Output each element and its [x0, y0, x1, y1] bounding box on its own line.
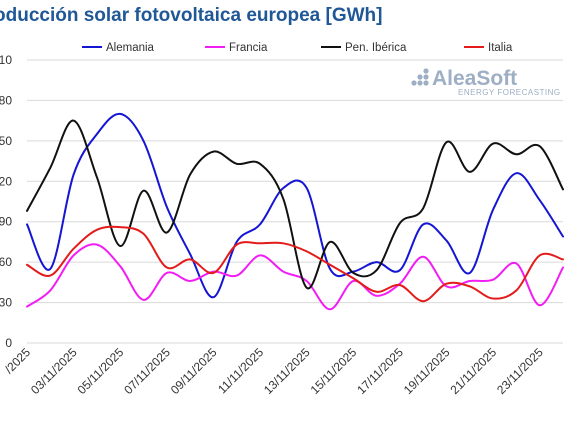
series-lines	[26, 112, 564, 311]
chart-title: oducción solar fotovoltaica europea [GWh…	[0, 5, 382, 26]
y-tick-label: 0	[5, 336, 12, 350]
y-tick-label: 210	[0, 53, 12, 67]
logo-text: AleaSoft	[432, 67, 517, 90]
y-axis-ticks: 0 30 60 90 120 150 180 210	[0, 53, 12, 350]
series-line-francia	[26, 243, 564, 311]
x-tick-label: 07/11/2025	[121, 345, 173, 397]
x-tick-label: 23/11/2025	[494, 345, 546, 397]
logo-subtext: ENERGY FORECASTING	[458, 88, 561, 97]
aleasoft-logo-icon	[411, 68, 429, 86]
y-tick-label: 30	[0, 296, 12, 310]
y-tick-label: 180	[0, 93, 12, 107]
y-tick-label: 60	[0, 255, 12, 269]
x-tick-label: 21/11/2025	[447, 345, 499, 397]
legend-label-alemania: Alemania	[106, 42, 155, 54]
x-tick-label: 05/11/2025	[75, 345, 127, 397]
legend-label-francia: Francia	[229, 42, 268, 54]
gridlines	[27, 59, 563, 344]
y-tick-label: 90	[0, 215, 12, 229]
x-tick-label: 11/11/2025	[215, 345, 266, 396]
x-tick-label: 19/11/2025	[401, 345, 453, 397]
legend-label-italia: Italia	[488, 42, 513, 54]
x-tick-label: 03/11/2025	[28, 345, 80, 397]
x-tick-label: 17/11/2025	[354, 345, 406, 397]
legend-label-pen-iberica: Pen. Ibérica	[345, 42, 407, 54]
series-line-alemania	[26, 112, 564, 299]
legend: Alemania Francia Pen. Ibérica Italia	[82, 42, 513, 54]
aleasoft-logo: AleaSoft ENERGY FORECASTING	[411, 67, 560, 97]
x-tick-label: 09/11/2025	[168, 345, 220, 397]
y-tick-label: 120	[0, 174, 12, 188]
x-axis-ticks: /202503/11/202505/11/202507/11/202509/11…	[2, 345, 546, 397]
series-line-italia	[26, 225, 564, 303]
y-tick-label: 150	[0, 134, 12, 148]
series-line-pen-iberica	[26, 119, 564, 290]
x-tick-label: 15/11/2025	[308, 345, 360, 397]
x-tick-label: 13/11/2025	[261, 345, 313, 397]
